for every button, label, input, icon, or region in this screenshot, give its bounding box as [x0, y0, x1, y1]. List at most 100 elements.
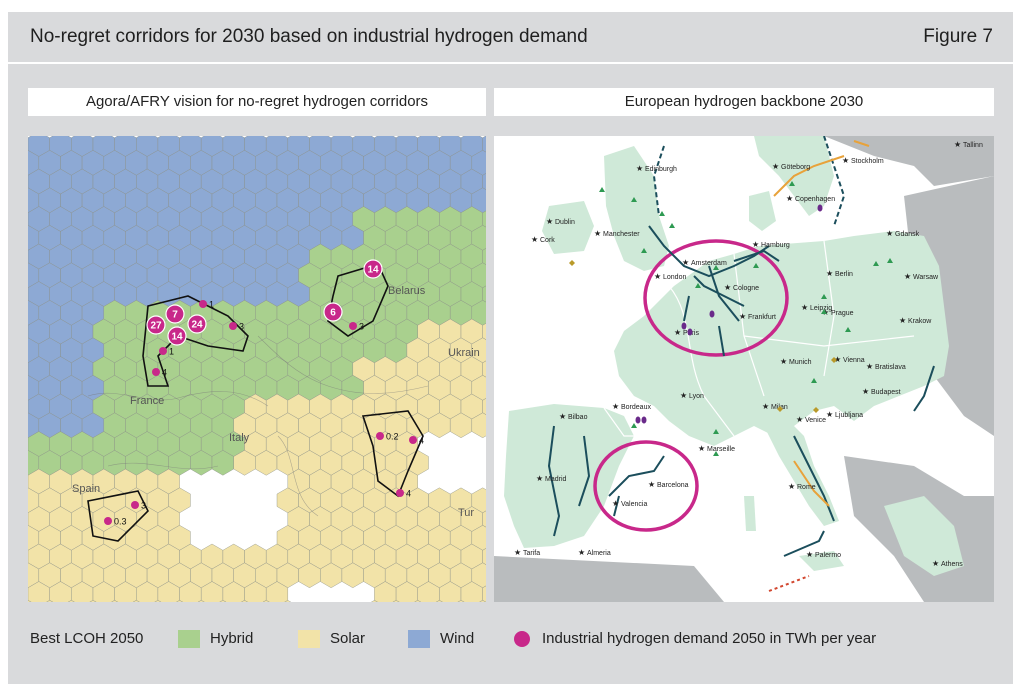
terminal-icon: [813, 407, 819, 413]
region-label: France: [130, 395, 164, 407]
city-label: Marseille: [707, 446, 735, 453]
city-star-icon: ★: [654, 272, 661, 281]
demand-value-label: 14: [367, 265, 379, 276]
city: ★ Edinburgh: [636, 164, 677, 173]
demand-value-label: 0.2: [386, 432, 399, 442]
north-africa: [494, 556, 724, 602]
demand-point: 3: [131, 501, 146, 511]
demand-point-marker: [146, 315, 166, 335]
production-site-icon: [887, 258, 893, 263]
pipeline: [652, 145, 665, 217]
sicily: [799, 551, 844, 571]
pipeline: [708, 265, 740, 322]
city-star-icon: ★: [531, 235, 538, 244]
denmark: [749, 191, 776, 231]
city: ★ Tarifa: [514, 548, 540, 557]
production-site-icon: [873, 261, 879, 266]
city: ★Milan: [762, 402, 788, 411]
demand-value-label: 4: [419, 436, 424, 446]
city-label: Manchester: [603, 231, 640, 238]
demand-point: 4: [396, 489, 411, 499]
city-star-icon: ★: [834, 355, 841, 364]
demand-value-label: 6: [330, 308, 336, 319]
city-star-icon: ★: [866, 362, 873, 371]
city-label: Cologne: [733, 285, 759, 292]
city-label: Tallinn: [963, 142, 983, 149]
city: ★ Berlin: [826, 269, 853, 278]
city: ★ Ljubljana: [826, 410, 863, 419]
demand-point-marker: [152, 368, 160, 376]
hexagon-lcoh-map: 27 7 24 14 14 6 3 3 4 1 1 4 0.2 4 3 0.3 France Spain Ital…: [28, 136, 486, 602]
city: ★ Valencia: [612, 499, 647, 508]
demand-point-marker: [376, 432, 384, 440]
region-label: Belarus: [388, 285, 426, 297]
pipeline: [823, 136, 846, 227]
region-label: Ukrain: [448, 347, 480, 359]
storage-site-icon: [709, 310, 715, 318]
production-site-icon: [631, 197, 637, 202]
production-site-icon: [753, 263, 759, 268]
city-label: Tarifa: [523, 550, 540, 557]
city-star-icon: ★: [904, 272, 911, 281]
city-label: Bratislava: [875, 364, 906, 371]
pipeline: [913, 365, 935, 412]
city-star-icon: ★: [578, 548, 585, 557]
demand-value-label: 0.3: [114, 517, 127, 527]
solar-swatch: [298, 630, 320, 648]
demand-point-marker: [229, 322, 237, 330]
demand-point-marker: [159, 347, 167, 355]
city-star-icon: ★: [514, 548, 521, 557]
city-label: Copenhagen: [795, 196, 835, 203]
demand-point-marker: [396, 489, 404, 497]
city: ★ Tallinn: [954, 140, 983, 149]
pipeline: [608, 455, 665, 497]
pipeline-import: [768, 575, 810, 592]
city-label: Bilbao: [568, 414, 588, 421]
demand-value-label: 27: [150, 321, 162, 332]
legend-demand: Industrial hydrogen demand 2050 in TWh p…: [514, 630, 876, 648]
storage-site-icon: [687, 328, 693, 336]
city: ★Prague: [822, 308, 854, 317]
solar-hex-cell: [197, 600, 205, 602]
region-label: Spain: [72, 483, 100, 495]
city: ★ Hamburg: [752, 240, 790, 249]
demand-point-marker: [349, 322, 357, 330]
legend-solar-label: Solar: [330, 630, 366, 647]
city-label: Almeria: [587, 550, 611, 557]
pipeline: [613, 495, 620, 517]
production-site-icon: [789, 181, 795, 186]
border-cz-sk: [743, 335, 915, 347]
sardinia: [744, 496, 756, 531]
pipeline: [547, 425, 561, 537]
production-site-icon: [659, 211, 665, 216]
city-star-icon: ★: [788, 482, 795, 491]
production-site-icon: [713, 429, 719, 434]
demand-point: 14: [167, 326, 187, 346]
production-site-icon: [713, 265, 719, 270]
city-label: Vienna: [843, 357, 865, 364]
city: ★ Dublin: [546, 217, 575, 226]
city-star-icon: ★: [780, 357, 787, 366]
city: ★ Budapest: [862, 387, 901, 396]
city-label: Valencia: [621, 501, 647, 508]
city: ★ Göteborg: [772, 162, 810, 171]
corridor-circle-iberia: [593, 440, 699, 532]
city-label: Amsterdam: [691, 260, 727, 267]
iberia: [504, 404, 634, 548]
demand-value-label: 1: [209, 300, 214, 310]
pipeline: [718, 325, 725, 357]
production-site-icon: [695, 283, 701, 288]
city-label: Göteborg: [781, 164, 810, 171]
production-site-icon: [845, 327, 851, 332]
city-label: Hamburg: [761, 242, 790, 249]
demand-value-label: 3: [141, 501, 146, 511]
demand-value-label: 3: [359, 322, 364, 332]
demand-point: 0.2: [376, 432, 399, 442]
city-star-icon: ★: [724, 283, 731, 292]
demand-point-marker: [363, 259, 383, 279]
pipeline: [693, 275, 745, 307]
pipeline-repurposed: [773, 155, 845, 197]
city-star-icon: ★: [594, 229, 601, 238]
city-label: Bordeaux: [621, 404, 651, 411]
